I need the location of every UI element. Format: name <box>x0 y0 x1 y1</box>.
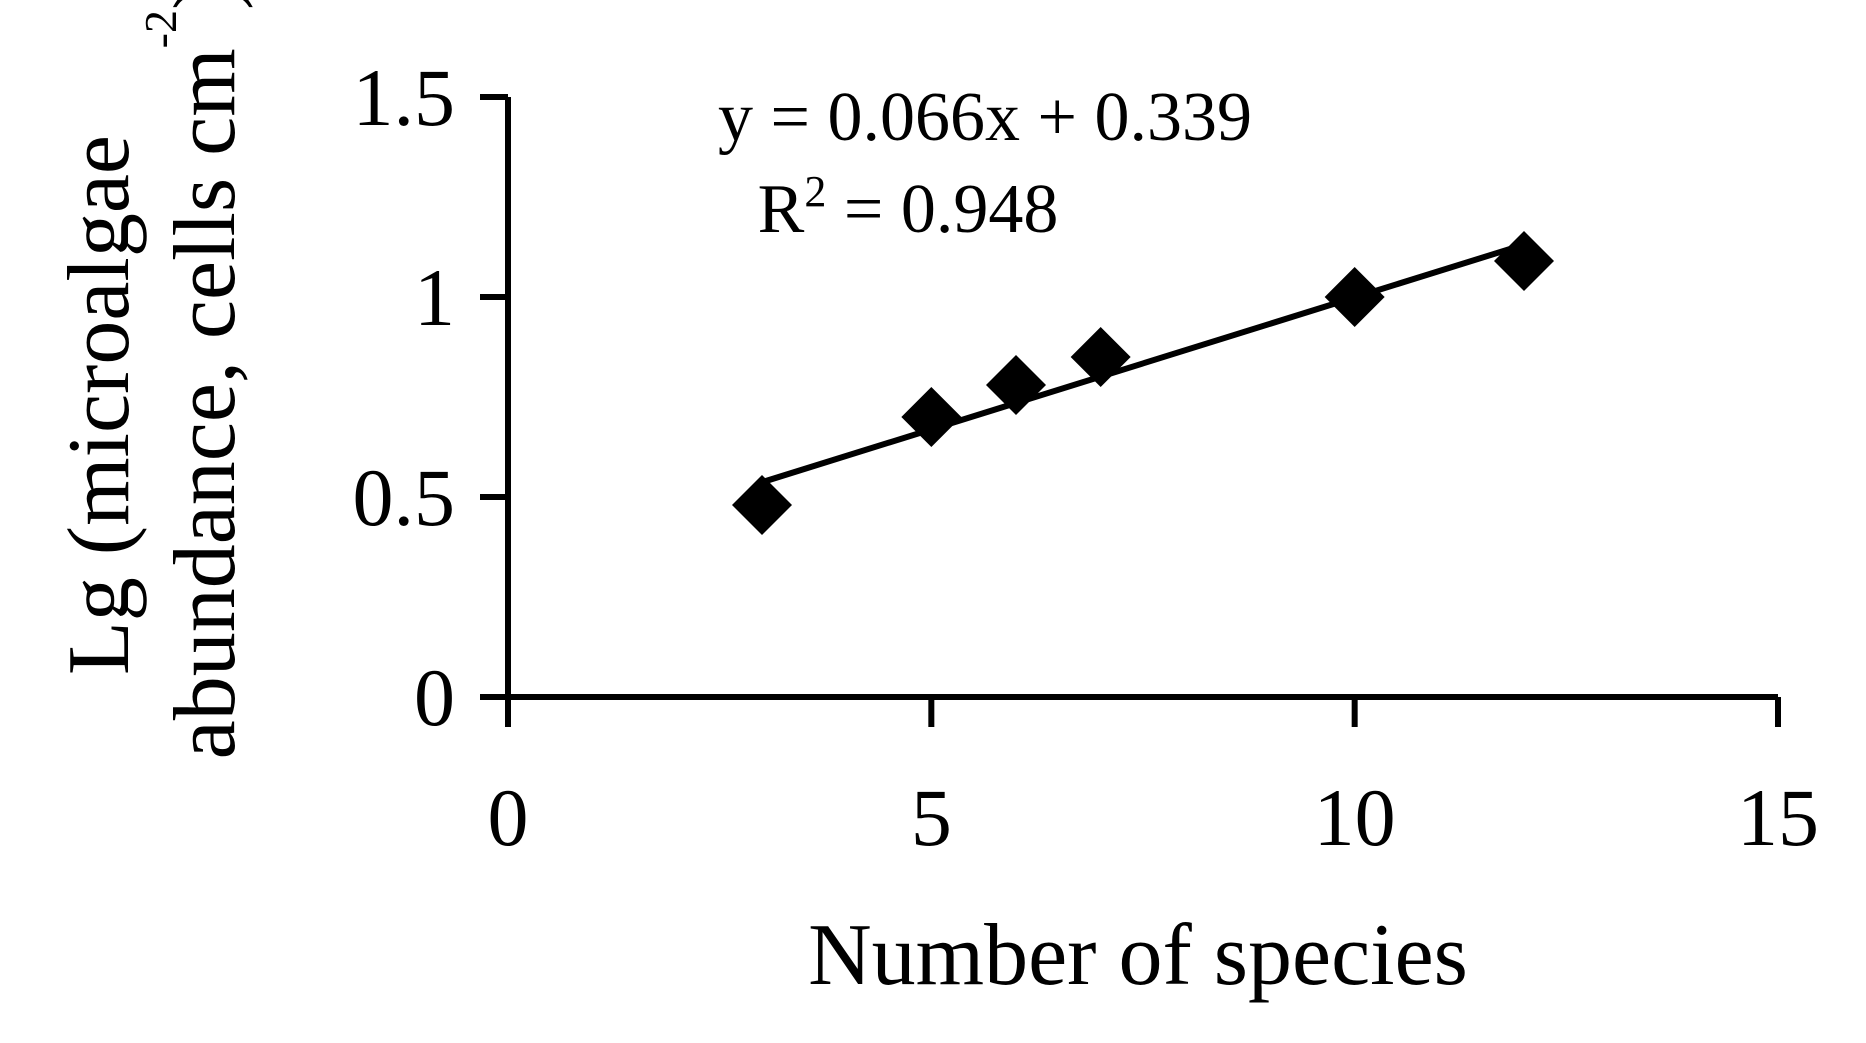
data-point <box>901 387 962 447</box>
data-point <box>1324 267 1385 327</box>
r-squared-label: R2 = 0.948 <box>758 167 1059 248</box>
trendline <box>761 241 1525 486</box>
data-point <box>732 475 792 535</box>
y-axis-title-line1: Lg (microalgae <box>51 135 148 675</box>
y-axis-title-line2: abundance, cells cm-2) <box>135 0 254 759</box>
data-point <box>1494 231 1554 291</box>
y-axis-title: Lg (microalgae <box>51 135 148 675</box>
x-tick-label: 0 <box>488 772 529 863</box>
x-tick-label: 15 <box>1737 772 1819 863</box>
regression-equation: y = 0.066x + 0.339 <box>718 79 1252 156</box>
y-tick-label: 0.5 <box>353 452 456 543</box>
y-tick-label: 0 <box>414 652 455 743</box>
y-tick-label: 1.5 <box>353 52 456 143</box>
x-ticks-group: 0 5 10 15 <box>488 697 1819 863</box>
y-axis-title-2: abundance, cells cm-2) <box>135 0 254 759</box>
data-point <box>1070 327 1131 387</box>
x-axis-title: Number of species <box>808 907 1468 1004</box>
y-tick-label: 1 <box>414 252 455 343</box>
x-tick-label: 5 <box>911 772 952 863</box>
points-group <box>732 231 1554 535</box>
y-ticks-group: 0 0.5 1 1.5 <box>353 52 508 743</box>
x-tick-label: 10 <box>1314 772 1396 863</box>
data-point <box>986 355 1046 415</box>
trendline-group <box>761 241 1525 486</box>
